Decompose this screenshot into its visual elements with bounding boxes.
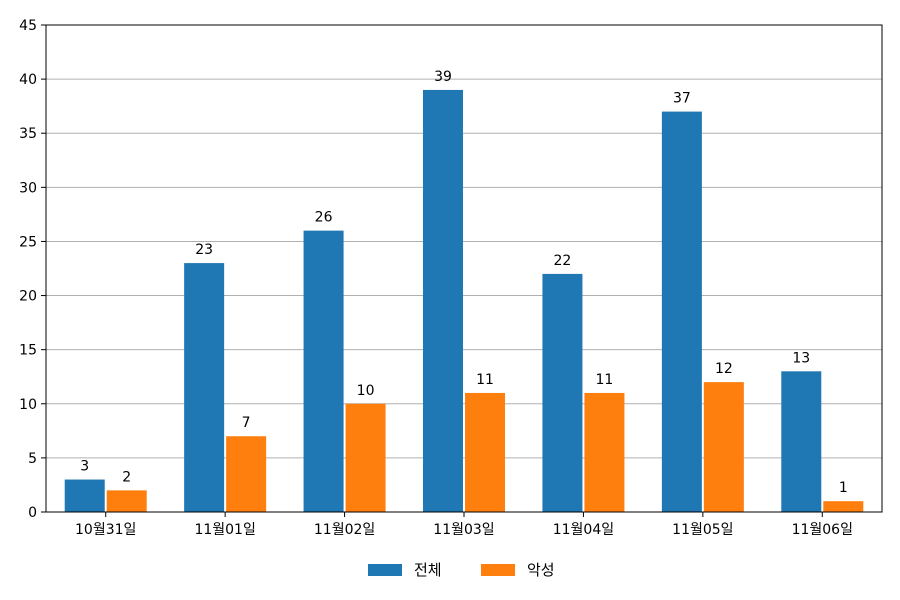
bar-total [64,479,105,512]
data-label: 13 [792,350,810,366]
data-label: 12 [715,361,733,377]
data-label: 39 [434,69,452,85]
x-tick-label: 11월05일 [672,522,733,538]
x-tick-label: 11월03일 [433,522,494,538]
bar-malicious [465,392,505,512]
data-label: 7 [242,415,251,431]
data-label: 11 [476,372,494,388]
data-label: 1 [839,480,848,496]
data-label: 22 [554,253,572,269]
data-label: 2 [122,469,131,485]
x-tick-label: 11월02일 [314,522,375,538]
y-tick-label: 10 [19,397,37,413]
y-tick-label: 20 [19,289,37,305]
x-tick-label: 10월31일 [75,522,136,538]
y-tick-label: 0 [28,505,37,521]
y-tick-label: 5 [28,451,37,467]
bar-total [303,230,344,512]
y-tick-label: 25 [19,234,37,250]
bar-total [661,111,702,513]
bar-malicious [823,501,864,512]
bar-total [542,273,583,512]
bar-malicious [106,490,147,512]
y-tick-label: 35 [19,126,37,142]
bar-total [781,371,822,512]
bar-malicious [703,382,744,512]
data-label: 11 [596,372,614,388]
data-label: 23 [195,242,213,258]
bar-total [423,89,463,512]
bar-malicious [345,403,386,512]
legend-swatch [481,564,515,576]
legend-label: 전체 [414,561,442,579]
bar-malicious [584,392,625,512]
y-tick-label: 45 [19,18,37,34]
legend-swatch [368,564,402,576]
y-tick-label: 40 [19,72,37,88]
data-label: 10 [357,383,375,399]
x-tick-label: 11월06일 [792,522,853,538]
y-tick-label: 30 [19,180,37,196]
data-label: 3 [80,459,89,475]
y-tick-label: 15 [19,343,37,359]
bar-malicious [226,436,267,512]
data-label: 37 [673,91,691,107]
x-tick-label: 11월04일 [553,522,614,538]
plot-frame [45,24,883,513]
x-tick-label: 11월01일 [194,522,255,538]
data-label: 26 [315,210,333,226]
bar-total [184,263,225,512]
legend-label: 악성 [527,561,555,579]
